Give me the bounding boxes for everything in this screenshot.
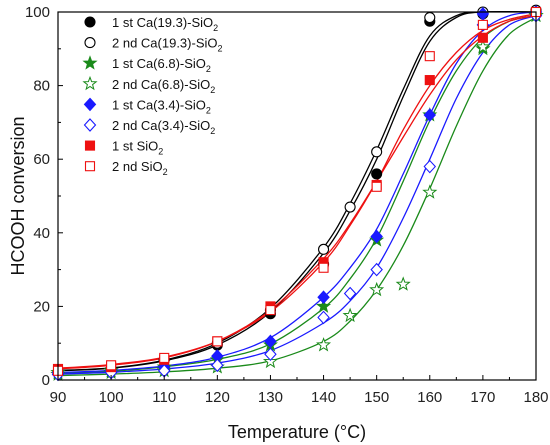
data-point <box>316 337 332 352</box>
y-tick-label: 40 <box>33 225 50 242</box>
legend-item-5: 1 st Ca(3.4)-SiO2 <box>83 97 211 115</box>
x-tick-label: 120 <box>205 389 230 406</box>
data-point <box>371 168 383 180</box>
y-axis-title: HCOOH conversion <box>8 116 28 275</box>
legend-marker <box>84 161 96 172</box>
data-point <box>371 181 382 192</box>
data-point <box>424 51 435 62</box>
legend-item-2: 2 nd Ca(19.3)-SiO2 <box>84 36 223 54</box>
y-tick-label: 60 <box>33 151 50 168</box>
x-axis-title: Temperature (°C) <box>228 422 366 442</box>
legend-label: 1 st Ca(19.3)-SiO2 <box>112 15 218 33</box>
data-point <box>265 305 276 316</box>
data-point <box>317 310 330 325</box>
data-point <box>422 184 438 199</box>
data-point <box>159 352 170 363</box>
data-point <box>317 290 330 305</box>
x-tick-label: 130 <box>258 389 283 406</box>
legend-label: 2 nd Ca(3.4)-SiO2 <box>112 118 215 136</box>
legend-label: 2 nd SiO2 <box>112 159 168 177</box>
legend-item-3: 1 st Ca(6.8)-SiO2 <box>82 55 211 74</box>
data-point <box>342 307 358 323</box>
fit-curve-4 <box>58 16 536 377</box>
data-point <box>264 347 277 362</box>
legend-marker <box>83 118 97 132</box>
legend: 1 st Ca(19.3)-SiO2 2 nd Ca(19.3)-SiO2 1 st… <box>82 15 223 177</box>
plot-layer <box>50 4 544 382</box>
legend-item-6: 2 nd Ca(3.4)-SiO2 <box>83 118 215 136</box>
data-point <box>424 75 435 86</box>
x-tick-label: 90 <box>50 389 67 406</box>
data-point <box>212 336 223 347</box>
series-6-markers <box>51 8 543 382</box>
data-point <box>371 146 383 158</box>
legend-item-4: 2 nd Ca(6.8)-SiO2 <box>82 75 215 95</box>
x-tick-label: 100 <box>99 389 124 406</box>
y-tick-label: 20 <box>33 298 50 315</box>
y-tick-label: 0 <box>42 372 50 389</box>
data-point <box>343 286 357 301</box>
data-point <box>423 108 437 122</box>
legend-label: 1 st Ca(3.4)-SiO2 <box>112 97 211 115</box>
legend-marker <box>82 55 98 70</box>
axes-layer: 90 100 110 120 130 140 150 160 170 180 0 20 40 60 80 10… <box>8 4 549 442</box>
data-point <box>477 32 488 43</box>
data-point <box>424 11 436 24</box>
data-point <box>106 360 117 371</box>
data-point <box>477 19 488 30</box>
fit-curve-8 <box>58 13 536 369</box>
legend-item-1: 1 st Ca(19.3)-SiO2 <box>84 15 218 33</box>
legend-label: 1 st Ca(6.8)-SiO2 <box>112 56 211 74</box>
data-point <box>370 229 383 244</box>
legend-marker <box>83 97 97 112</box>
data-point <box>211 358 224 373</box>
legend-item-8: 2 nd SiO2 <box>84 159 168 177</box>
data-point <box>475 39 491 54</box>
x-tick-label: 140 <box>311 389 336 406</box>
y-tick-label: 100 <box>25 4 50 21</box>
legend-label: 1 st SiO2 <box>112 139 163 157</box>
data-point <box>423 159 437 174</box>
data-point <box>318 262 329 273</box>
legend-label: 2 nd Ca(19.3)-SiO2 <box>112 36 223 54</box>
x-tick-label: 160 <box>417 389 442 406</box>
data-point <box>370 262 383 277</box>
legend-marker <box>84 37 96 49</box>
data-point <box>369 281 385 297</box>
x-tick-label: 110 <box>152 389 176 406</box>
data-point <box>395 276 411 291</box>
data-point <box>344 201 356 213</box>
legend-marker <box>84 140 96 151</box>
legend-marker <box>84 16 96 28</box>
legend-marker <box>82 75 98 91</box>
data-point <box>264 334 277 349</box>
x-tick-label: 150 <box>364 389 389 406</box>
legend-item-7: 1 st SiO2 <box>84 139 163 157</box>
legend-label: 2 nd Ca(6.8)-SiO2 <box>112 77 215 95</box>
x-tick-label: 180 <box>523 389 548 406</box>
y-tick-label: 80 <box>33 78 50 95</box>
data-point <box>318 243 330 255</box>
x-tick-label: 170 <box>470 389 495 406</box>
data-point <box>316 298 332 313</box>
